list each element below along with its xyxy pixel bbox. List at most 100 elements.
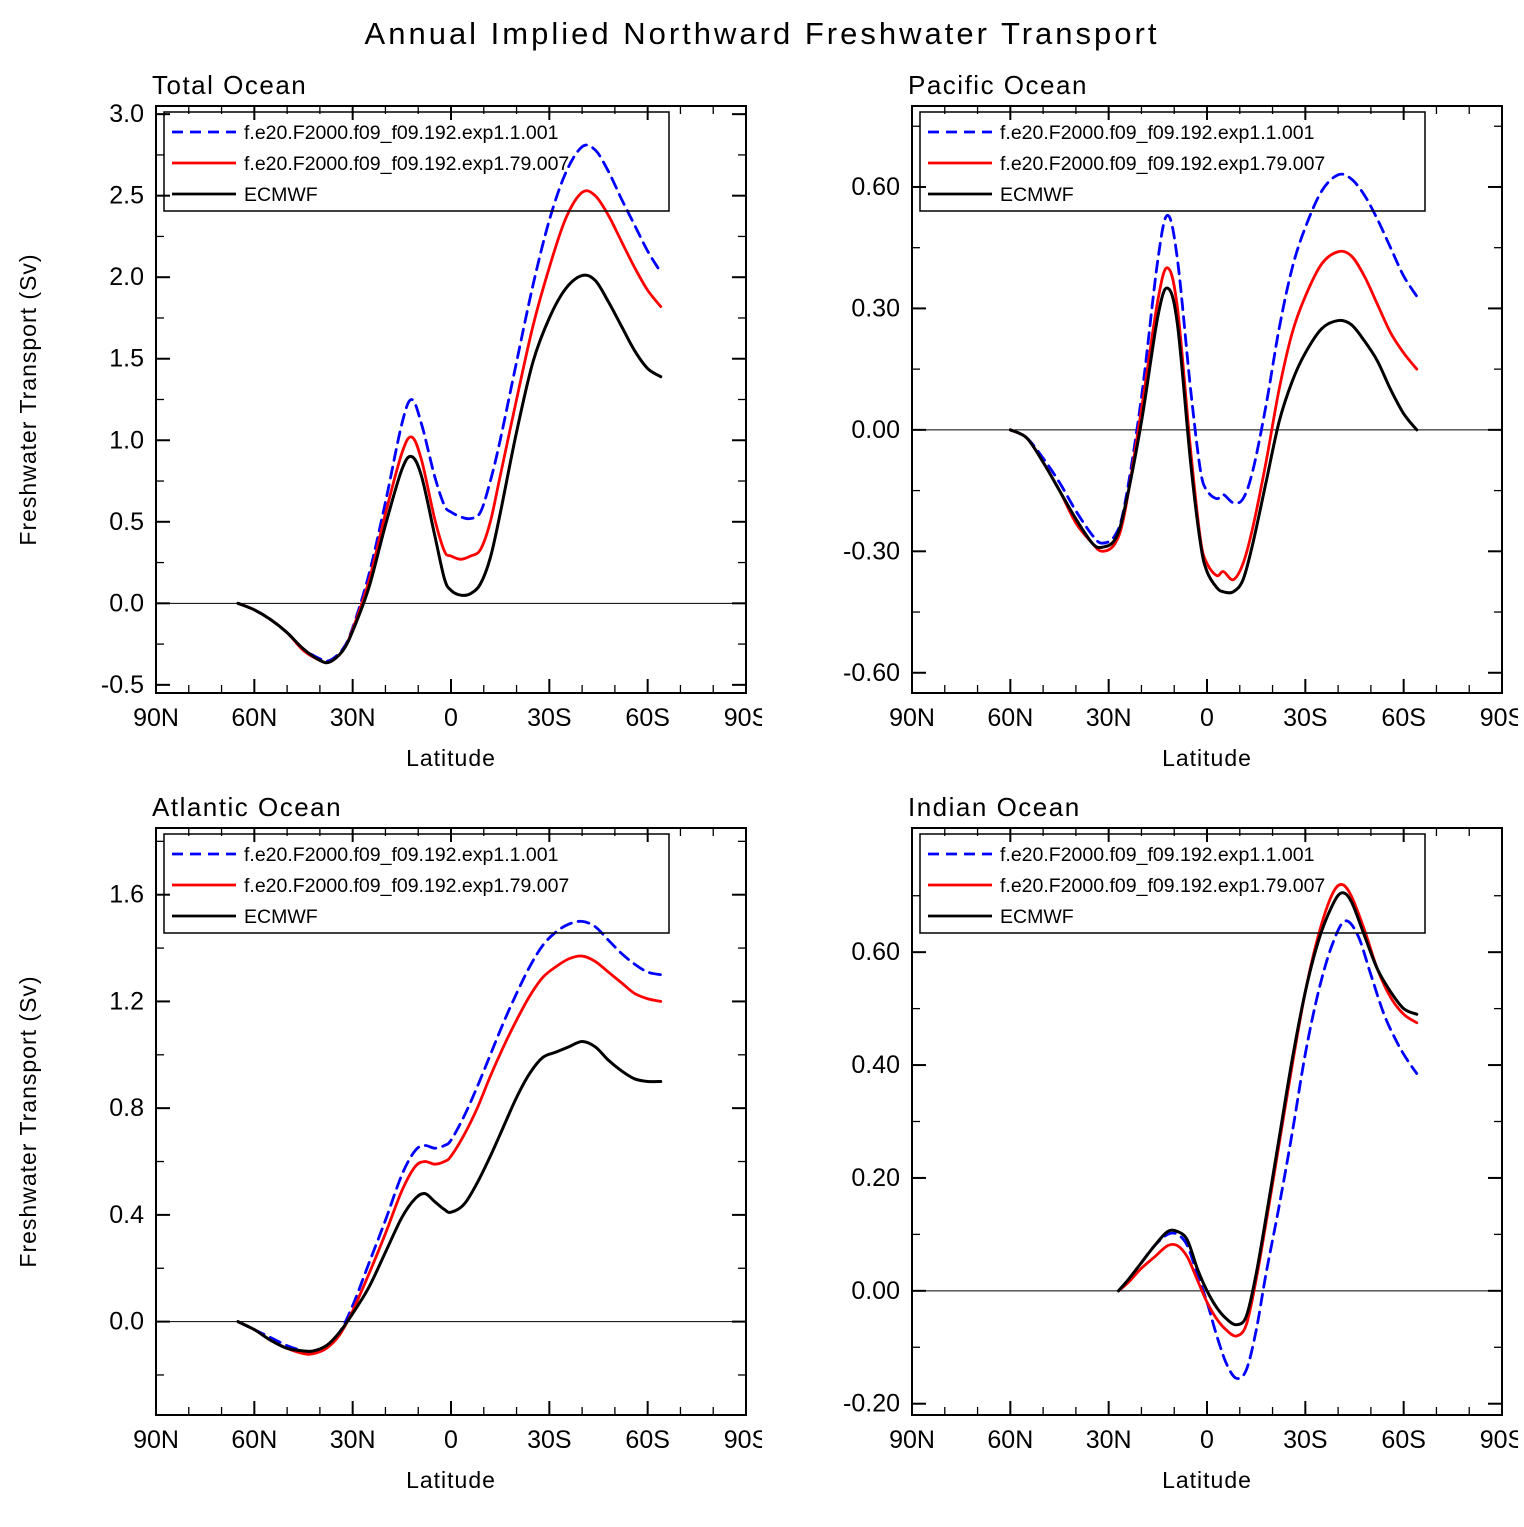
axis-tick-labels: 90N 60N 30N 0 30S 60S 90S 0.0 0.4 0.8 1.2 1.6 [109,881,768,1454]
legend-label: ECMWF [1000,906,1074,928]
panel-atlantic-ocean: 90N 60N 30N 0 30S 60S 90S 0.0 0.4 0.8 1.2 1.6 f.e20.… [6,790,768,1500]
y-tick-label: 0.0 [109,589,144,617]
x-tick-label: 30S [527,1426,571,1454]
x-tick-label: 0 [1200,1426,1214,1454]
x-tick-label: 90N [133,704,179,732]
y-tick-label: -0.20 [843,1390,900,1418]
x-tick-label: 90N [889,1426,935,1454]
y-tick-label: 1.6 [109,881,144,909]
legend-label: f.e20.F2000.f09_f09.192.exp1.79.007 [244,153,569,175]
series-f-e20-f2000-f09-f09-192-exp1-1-001 [1008,172,1419,545]
indian-ocean-chart: 90N 60N 30N 0 30S 60S 90S -0.20 0.00 0.20 0.40 0.60… [843,792,1524,1493]
x-tick-label: 90S [1480,1426,1518,1454]
legend-item: f.e20.F2000.f09_f09.192.exp1.1.001 [928,844,1314,866]
x-tick-label: 90N [133,1426,179,1454]
series-ecmwf [1008,286,1419,595]
y-tick-label: 0.00 [851,416,900,444]
x-axis-label: Latitude [406,745,496,771]
legend-item: ECMWF [172,906,318,928]
series-ecmwf [236,273,663,665]
legend-item: f.e20.F2000.f09_f09.192.exp1.79.007 [928,875,1325,897]
pacific-ocean-chart: 90N 60N 30N 0 30S 60S 90S -0.60 -0.30 0.00 0.30 0.6… [843,70,1524,771]
legend-box [919,833,1426,934]
legend-item: ECMWF [928,184,1074,206]
legend: f.e20.F2000.f09_f09.192.exp1.1.001 f.e20.… [919,111,1426,212]
legend-item: f.e20.F2000.f09_f09.192.exp1.1.001 [172,122,558,144]
legend-item: f.e20.F2000.f09_f09.192.exp1.79.007 [172,875,569,897]
x-axis-label: Latitude [1162,1467,1252,1493]
axis-ticks [911,828,1503,1415]
legend-label: f.e20.F2000.f09_f09.192.exp1.79.007 [1000,153,1325,175]
x-tick-label: 90S [724,1426,762,1454]
legend-item: f.e20.F2000.f09_f09.192.exp1.1.001 [172,844,558,866]
y-axis-label: Freshwater Transport (Sv) [15,975,41,1267]
x-axis-label: Latitude [1162,745,1252,771]
x-tick-label: 60N [231,1426,277,1454]
x-tick-label: 0 [1200,704,1214,732]
series-ecmwf [1117,891,1419,1327]
panel-indian-ocean: 90N 60N 30N 0 30S 60S 90S -0.20 0.00 0.20 0.40 0.60… [762,790,1524,1500]
legend-item: f.e20.F2000.f09_f09.192.exp1.1.001 [928,122,1314,144]
series-ecmwf [236,1039,663,1353]
panels-grid: 90N 60N 30N 0 30S 60S 90S -0.5 0.0 0.5 1.0 1.5 2.0 2.… [0,68,1524,1500]
series-f-e20-f2000-f09-f09-192-exp1-1-001 [236,143,663,663]
legend: f.e20.F2000.f09_f09.192.exp1.1.001 f.e20.… [919,833,1426,934]
series-f-e20-f2000-f09-f09-192-exp1-1-001 [1117,919,1419,1380]
legend-label: f.e20.F2000.f09_f09.192.exp1.1.001 [244,122,558,144]
panel-title: Indian Ocean [908,792,1081,822]
y-tick-label: 0.40 [851,1051,900,1079]
legend-label: f.e20.F2000.f09_f09.192.exp1.1.001 [1000,122,1314,144]
total-ocean-chart: 90N 60N 30N 0 30S 60S 90S -0.5 0.0 0.5 1.0 1.5 2.0 2.… [15,70,768,771]
x-tick-label: 60S [625,1426,669,1454]
axis-tick-labels: 90N 60N 30N 0 30S 60S 90S -0.60 -0.30 0.00 0.30 0.6… [843,173,1524,732]
legend-box [163,833,670,934]
y-tick-label: 1.5 [109,345,144,373]
y-tick-label: 0.0 [109,1308,144,1336]
legend-label: f.e20.F2000.f09_f09.192.exp1.79.007 [244,875,569,897]
series-f-e20-f2000-f09-f09-192-exp1-79-007 [236,954,663,1356]
y-tick-label: 1.2 [109,987,144,1015]
series-f-e20-f2000-f09-f09-192-exp1-1-001 [236,919,663,1354]
legend-box [919,111,1426,212]
legend-item: f.e20.F2000.f09_f09.192.exp1.79.007 [172,153,569,175]
y-axis-label: Freshwater Transport (Sv) [15,253,41,545]
legend: f.e20.F2000.f09_f09.192.exp1.1.001 f.e20.… [163,111,670,212]
legend-label: ECMWF [244,906,318,928]
x-tick-label: 30S [1283,704,1327,732]
legend: f.e20.F2000.f09_f09.192.exp1.1.001 f.e20.… [163,833,670,934]
legend-label: f.e20.F2000.f09_f09.192.exp1.79.007 [1000,875,1325,897]
x-tick-label: 90S [1480,704,1518,732]
y-tick-label: 0.60 [851,938,900,966]
y-tick-label: 2.5 [109,182,144,210]
x-tick-label: 90N [889,704,935,732]
panel-pacific-ocean: 90N 60N 30N 0 30S 60S 90S -0.60 -0.30 0.00 0.30 0.6… [762,68,1524,778]
legend-item: f.e20.F2000.f09_f09.192.exp1.79.007 [928,153,1325,175]
x-tick-label: 0 [444,704,458,732]
x-tick-label: 60S [1381,1426,1425,1454]
x-tick-label: 30N [1086,704,1132,732]
y-tick-label: 0.00 [851,1277,900,1305]
axis-tick-labels: 90N 60N 30N 0 30S 60S 90S -0.20 0.00 0.20 0.40 0.60 [843,938,1524,1454]
x-tick-label: 60S [1381,704,1425,732]
y-tick-label: -0.30 [843,537,900,565]
atlantic-ocean-chart: 90N 60N 30N 0 30S 60S 90S 0.0 0.4 0.8 1.2 1.6 f.e20.… [15,792,768,1493]
series-f-e20-f2000-f09-f09-192-exp1-79-007 [1008,249,1419,582]
y-tick-label: 0.30 [851,294,900,322]
figure-title: Annual Implied Northward Freshwater Tran… [364,16,1160,51]
y-tick-label: 0.60 [851,173,900,201]
plot-frame [911,827,1503,1416]
x-tick-label: 0 [444,1426,458,1454]
legend-label: ECMWF [1000,184,1074,206]
legend-label: f.e20.F2000.f09_f09.192.exp1.1.001 [1000,844,1314,866]
x-tick-label: 30S [527,704,571,732]
x-tick-label: 30N [330,1426,376,1454]
y-tick-label: 1.0 [109,426,144,454]
x-tick-label: 60S [625,704,669,732]
x-tick-label: 90S [724,704,762,732]
panel-title: Total Ocean [152,70,307,100]
panel-total-ocean: 90N 60N 30N 0 30S 60S 90S -0.5 0.0 0.5 1.0 1.5 2.0 2.… [6,68,768,778]
y-tick-label: 0.20 [851,1164,900,1192]
legend-item: ECMWF [172,184,318,206]
x-tick-label: 60N [987,704,1033,732]
